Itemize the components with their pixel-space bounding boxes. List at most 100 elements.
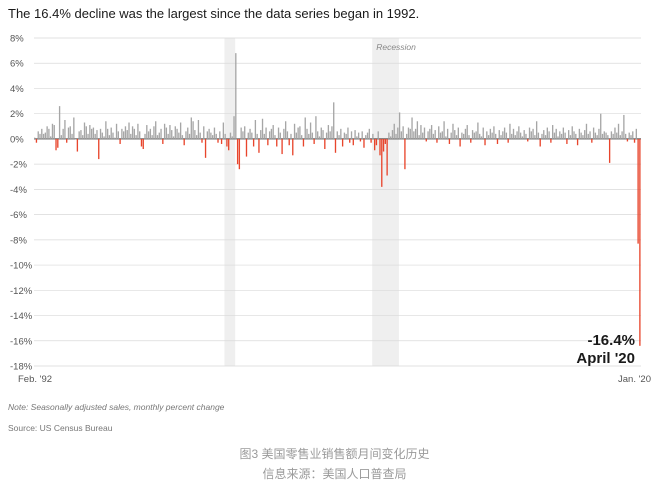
bar <box>135 135 137 139</box>
bar <box>124 126 127 139</box>
bar <box>249 128 251 139</box>
bar <box>137 123 139 139</box>
callout-date: April '20 <box>576 350 635 367</box>
bar <box>637 138 639 244</box>
bar <box>103 136 105 139</box>
bar <box>92 127 95 139</box>
bar <box>616 132 618 139</box>
bar <box>235 53 237 139</box>
bar <box>573 131 575 139</box>
bar <box>313 138 315 144</box>
bar <box>34 137 36 139</box>
y-tick-label: -10% <box>10 261 33 272</box>
bar <box>290 133 292 139</box>
bar <box>123 131 125 139</box>
bar <box>226 138 228 147</box>
bar <box>212 135 214 139</box>
bar <box>461 132 463 139</box>
bar <box>370 138 372 143</box>
bar <box>331 126 333 139</box>
bar <box>190 117 192 139</box>
bar <box>482 127 484 139</box>
bar <box>42 133 45 139</box>
bar <box>288 138 290 146</box>
bar <box>560 133 563 139</box>
bar <box>187 127 189 139</box>
bar <box>153 126 155 139</box>
bar <box>420 125 422 139</box>
bar <box>252 138 255 147</box>
bar <box>98 138 100 160</box>
bar <box>484 138 486 146</box>
bar <box>108 135 111 139</box>
bar <box>295 132 298 139</box>
y-tick-label: 4% <box>10 84 24 95</box>
bar <box>347 127 349 139</box>
bar <box>623 114 625 139</box>
bar <box>359 138 362 142</box>
bar <box>283 128 285 139</box>
bar <box>528 127 531 139</box>
bar <box>39 133 41 139</box>
bar <box>213 127 216 139</box>
bar <box>263 133 265 139</box>
bar <box>41 128 43 139</box>
bar <box>495 133 497 139</box>
bar <box>612 133 614 139</box>
bar <box>571 126 573 139</box>
y-tick-label: 8% <box>10 34 24 45</box>
bar <box>569 135 572 139</box>
bar <box>50 136 52 139</box>
bar <box>272 125 274 139</box>
bar <box>489 128 492 139</box>
bar <box>274 135 276 139</box>
bar <box>516 131 518 139</box>
bar <box>240 127 242 139</box>
bar <box>156 135 159 139</box>
y-tick-label: 0% <box>10 134 24 145</box>
bar <box>584 130 586 139</box>
bar <box>475 131 477 139</box>
bar <box>231 136 233 139</box>
bar <box>169 125 171 139</box>
bar <box>149 128 152 139</box>
bar <box>345 133 347 139</box>
bar <box>334 138 337 153</box>
bar <box>297 127 299 139</box>
bar <box>610 131 613 139</box>
bar <box>614 127 616 139</box>
bar <box>96 130 98 139</box>
recession-label: Recession <box>376 42 416 52</box>
y-tick-label: -14% <box>10 311 33 322</box>
bar <box>587 133 589 139</box>
bar <box>589 131 591 139</box>
bar <box>603 131 605 139</box>
bar <box>519 132 522 139</box>
bar <box>532 128 534 139</box>
bar <box>165 127 168 139</box>
bar <box>493 126 495 139</box>
y-tick-label: -4% <box>10 185 27 196</box>
bar <box>386 138 388 176</box>
bar <box>512 128 515 139</box>
bar <box>87 133 89 139</box>
bar <box>580 132 582 139</box>
bar <box>325 132 328 139</box>
bar <box>204 138 207 158</box>
bar <box>521 136 524 139</box>
bar <box>60 135 63 139</box>
bar <box>368 128 370 139</box>
bar <box>452 123 454 139</box>
chart-headline: The 16.4% decline was the largest since … <box>8 6 420 21</box>
bar <box>73 117 75 139</box>
bar <box>121 128 123 139</box>
bar <box>265 127 267 139</box>
y-tick-label: -8% <box>10 235 27 246</box>
bar <box>320 127 322 139</box>
bar <box>511 133 513 139</box>
bar <box>450 132 452 139</box>
bar <box>162 138 164 144</box>
bar <box>151 135 153 139</box>
bar <box>333 102 335 139</box>
bar <box>605 132 607 139</box>
